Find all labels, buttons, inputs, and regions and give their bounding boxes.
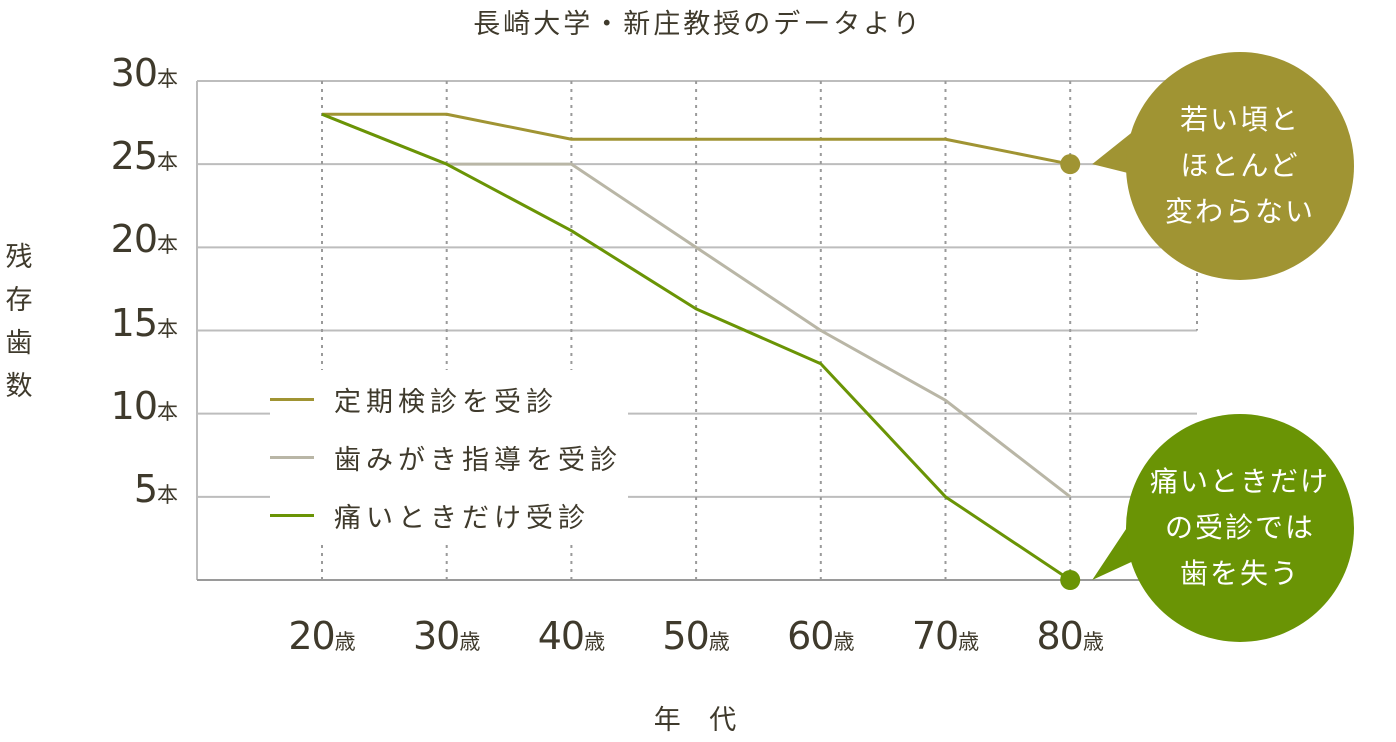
legend-item-only-when-pain: 痛いときだけ受診 [270, 486, 622, 544]
legend-label-only-when-pain: 痛いときだけ受診 [334, 502, 590, 534]
x-tick-unit: 歳 [833, 630, 855, 654]
annotation-line: 若い頃と [1179, 103, 1300, 136]
annotation-line: ほとんど [1180, 149, 1300, 182]
y-tick-label: 20本 [72, 217, 178, 261]
x-tick-label: 70歳 [881, 614, 1011, 658]
annotation-line: 変わらない [1164, 195, 1315, 228]
annotation-bubble-only-when-pain: 痛いときだけ の受診では 歯を失う [1126, 414, 1354, 642]
y-tick-label: 25本 [72, 134, 178, 178]
x-tick-unit: 歳 [334, 630, 356, 654]
y-tick-number: 20 [110, 217, 158, 262]
y-tick-unit: 本 [157, 233, 178, 258]
x-tick-label: 50歳 [631, 614, 761, 658]
x-tick-number: 40 [537, 614, 585, 658]
y-tick-label: 30本 [72, 51, 178, 95]
y-tick-unit: 本 [157, 482, 178, 507]
end-marker-only-when-pain [1060, 570, 1081, 590]
legend-label-brushing-guidance: 歯みがき指導を受診 [334, 444, 622, 476]
y-tick-number: 30 [110, 51, 158, 95]
y-tick-label: 10本 [72, 384, 178, 428]
x-tick-label: 60歳 [756, 614, 886, 658]
x-tick-label: 40歳 [506, 614, 636, 658]
legend-swatch-regular-checkup [270, 397, 314, 401]
y-tick-label: 5本 [72, 467, 178, 511]
y-tick-label: 15本 [72, 301, 178, 345]
y-tick-unit: 本 [157, 316, 178, 341]
y-tick-number: 25 [110, 134, 158, 179]
x-tick-unit: 歳 [459, 630, 481, 654]
x-tick-number: 80 [1036, 614, 1084, 658]
x-tick-number: 60 [787, 614, 834, 658]
x-tick-label: 80歳 [1005, 614, 1135, 658]
x-tick-unit: 歳 [1082, 630, 1104, 654]
y-tick-unit: 本 [157, 399, 178, 424]
y-axis-label-char: 存 [5, 285, 33, 316]
x-tick-number: 30 [413, 614, 460, 658]
legend-item-regular-checkup: 定期検診を受診 [270, 370, 622, 428]
x-tick-label: 20歳 [257, 614, 387, 658]
end-marker-regular-checkup [1060, 154, 1081, 175]
annotation-line: 歯を失う [1179, 557, 1300, 590]
y-tick-number: 5 [133, 466, 158, 511]
annotation-bubble-regular-checkup: 若い頃と ほとんど 変わらない [1126, 52, 1354, 280]
y-axis-label-char: 残 [5, 242, 33, 273]
y-tick-unit: 本 [157, 67, 178, 91]
annotation-line: の受診では [1164, 511, 1315, 544]
annotation-line: 痛いときだけ [1149, 465, 1330, 498]
series-line-only-when-pain [321, 112, 1072, 582]
y-axis-label: 残存歯数 [2, 236, 36, 408]
legend: 定期検診を受診 歯みがき指導を受診 痛いときだけ受診 [270, 370, 628, 544]
x-axis-label: 年 代 [653, 705, 747, 736]
series-line-regular-checkup [322, 112, 1071, 166]
x-tick-number: 50 [662, 614, 709, 658]
legend-swatch-brushing-guidance [270, 455, 314, 459]
y-axis-label-char: 数 [5, 371, 33, 402]
x-tick-unit: 歳 [958, 630, 980, 654]
legend-item-brushing-guidance: 歯みがき指導を受診 [270, 428, 622, 486]
x-tick-unit: 歳 [708, 630, 730, 654]
x-tick-number: 70 [911, 614, 959, 658]
legend-swatch-only-when-pain [270, 513, 314, 517]
y-tick-number: 10 [110, 383, 158, 428]
x-tick-unit: 歳 [584, 630, 606, 654]
legend-label-regular-checkup: 定期検診を受診 [334, 386, 558, 418]
y-tick-number: 15 [110, 300, 158, 345]
x-tick-label: 30歳 [382, 614, 512, 658]
y-tick-unit: 本 [157, 150, 178, 175]
x-tick-number: 20 [288, 614, 335, 658]
chart-title: 長崎大学・新庄教授のデータより [473, 9, 923, 40]
y-axis-label-char: 歯 [5, 328, 33, 359]
